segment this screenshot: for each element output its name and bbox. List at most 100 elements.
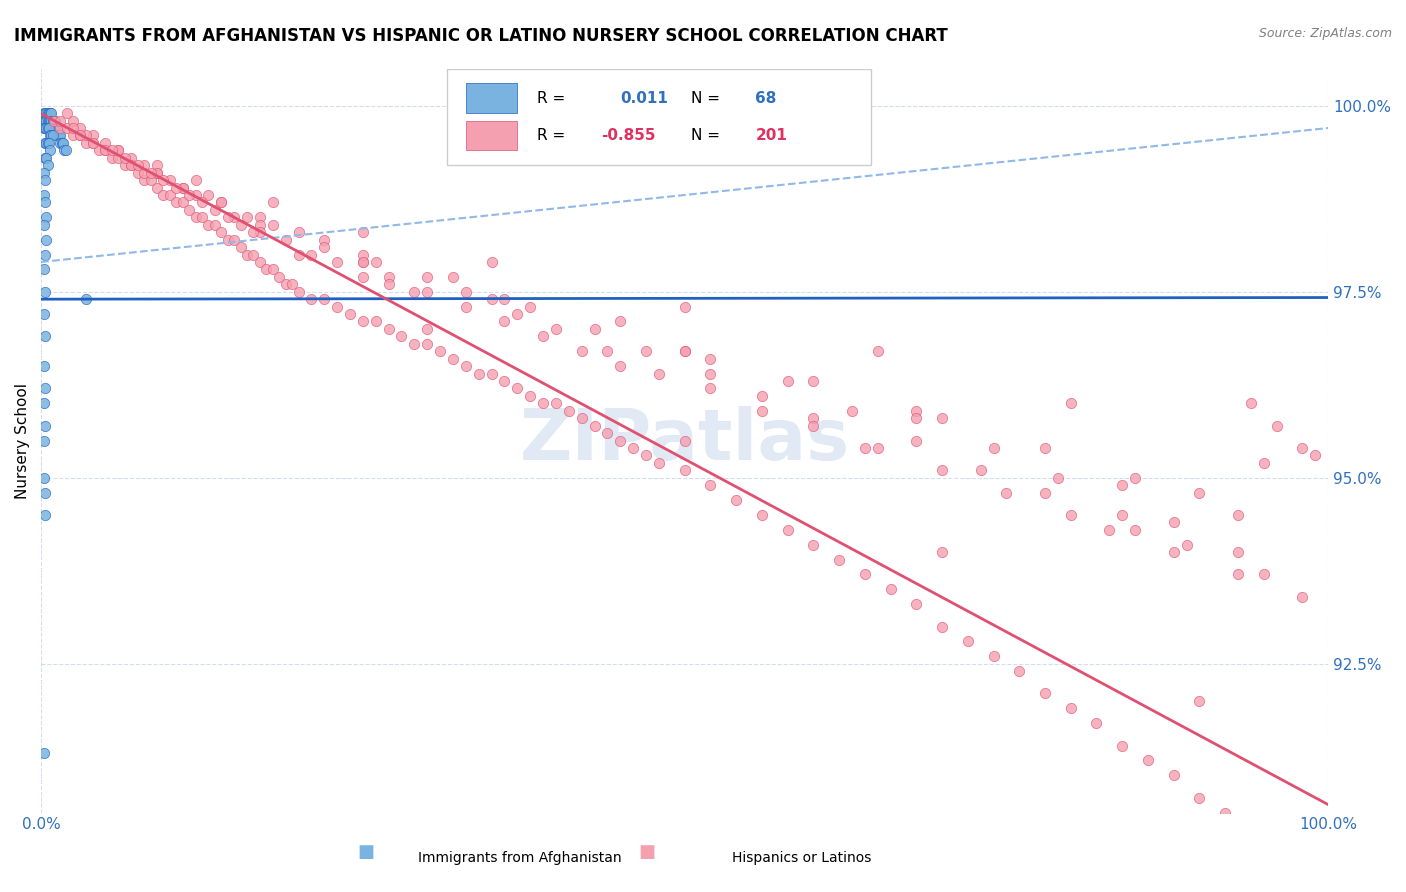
Point — [481, 292, 503, 306]
Point — [191, 195, 214, 210]
Point — [35, 113, 58, 128]
Point — [801, 411, 824, 425]
Point — [853, 567, 876, 582]
Point — [673, 344, 696, 359]
Point — [596, 344, 619, 359]
Point — [34, 508, 56, 522]
Text: ■: ■ — [638, 843, 655, 861]
Point — [1111, 478, 1133, 492]
Point — [37, 113, 59, 128]
Point — [37, 136, 59, 150]
Point — [224, 211, 246, 225]
Point — [931, 411, 953, 425]
Point — [299, 247, 322, 261]
Point — [139, 173, 162, 187]
Point — [249, 255, 271, 269]
Point — [236, 247, 259, 261]
Point — [416, 336, 439, 351]
Point — [801, 418, 824, 433]
Point — [209, 195, 232, 210]
FancyBboxPatch shape — [447, 69, 872, 165]
Point — [1060, 701, 1083, 715]
Point — [905, 411, 928, 425]
Point — [34, 106, 56, 120]
Point — [49, 113, 72, 128]
Point — [107, 144, 129, 158]
Point — [454, 285, 477, 299]
Point — [352, 247, 374, 261]
Point — [494, 374, 516, 388]
Point — [1085, 716, 1108, 731]
Point — [673, 463, 696, 477]
Point — [204, 202, 226, 217]
Point — [52, 136, 75, 150]
Point — [94, 144, 117, 158]
Point — [751, 389, 773, 403]
Point — [1163, 768, 1185, 782]
Point — [159, 188, 181, 202]
Point — [995, 485, 1018, 500]
Point — [184, 211, 207, 225]
Point — [931, 463, 953, 477]
Point — [94, 136, 117, 150]
Point — [32, 471, 55, 485]
Point — [34, 151, 56, 165]
Point — [34, 418, 56, 433]
Point — [34, 485, 56, 500]
Point — [531, 396, 554, 410]
Point — [454, 359, 477, 373]
Point — [1046, 471, 1069, 485]
Point — [209, 225, 232, 239]
Point — [139, 166, 162, 180]
Point — [62, 121, 84, 136]
Point — [1163, 545, 1185, 559]
Point — [1291, 441, 1313, 455]
Point — [801, 538, 824, 552]
Point — [51, 136, 73, 150]
Point — [751, 404, 773, 418]
Point — [1033, 485, 1056, 500]
Point — [249, 218, 271, 232]
Point — [32, 262, 55, 277]
Text: 68: 68 — [755, 91, 776, 106]
Point — [49, 136, 72, 150]
Text: R =: R = — [537, 91, 565, 106]
Text: Source: ZipAtlas.com: Source: ZipAtlas.com — [1258, 27, 1392, 40]
Point — [34, 173, 56, 187]
Point — [114, 151, 136, 165]
Point — [429, 344, 451, 359]
Point — [44, 121, 66, 136]
Point — [172, 180, 194, 194]
Text: 201: 201 — [755, 128, 787, 143]
Point — [416, 269, 439, 284]
Point — [506, 307, 529, 321]
Point — [242, 247, 264, 261]
Point — [1163, 516, 1185, 530]
Point — [146, 166, 169, 180]
Point — [1060, 508, 1083, 522]
Point — [725, 493, 748, 508]
Point — [42, 121, 65, 136]
Point — [274, 277, 297, 292]
Point — [55, 144, 77, 158]
Point — [352, 269, 374, 284]
Point — [648, 367, 671, 381]
Point — [377, 277, 399, 292]
Point — [179, 188, 201, 202]
Point — [1213, 805, 1236, 820]
Point — [1303, 449, 1326, 463]
Point — [236, 211, 259, 225]
Point — [391, 329, 413, 343]
Point — [699, 351, 721, 366]
Point — [69, 128, 91, 143]
Point — [648, 456, 671, 470]
Point — [828, 552, 851, 566]
Point — [69, 128, 91, 143]
Point — [32, 121, 55, 136]
Text: ZIPatlas: ZIPatlas — [520, 406, 849, 475]
Point — [94, 144, 117, 158]
Point — [120, 158, 142, 172]
Point — [776, 523, 799, 537]
Point — [34, 247, 56, 261]
Point — [32, 359, 55, 373]
